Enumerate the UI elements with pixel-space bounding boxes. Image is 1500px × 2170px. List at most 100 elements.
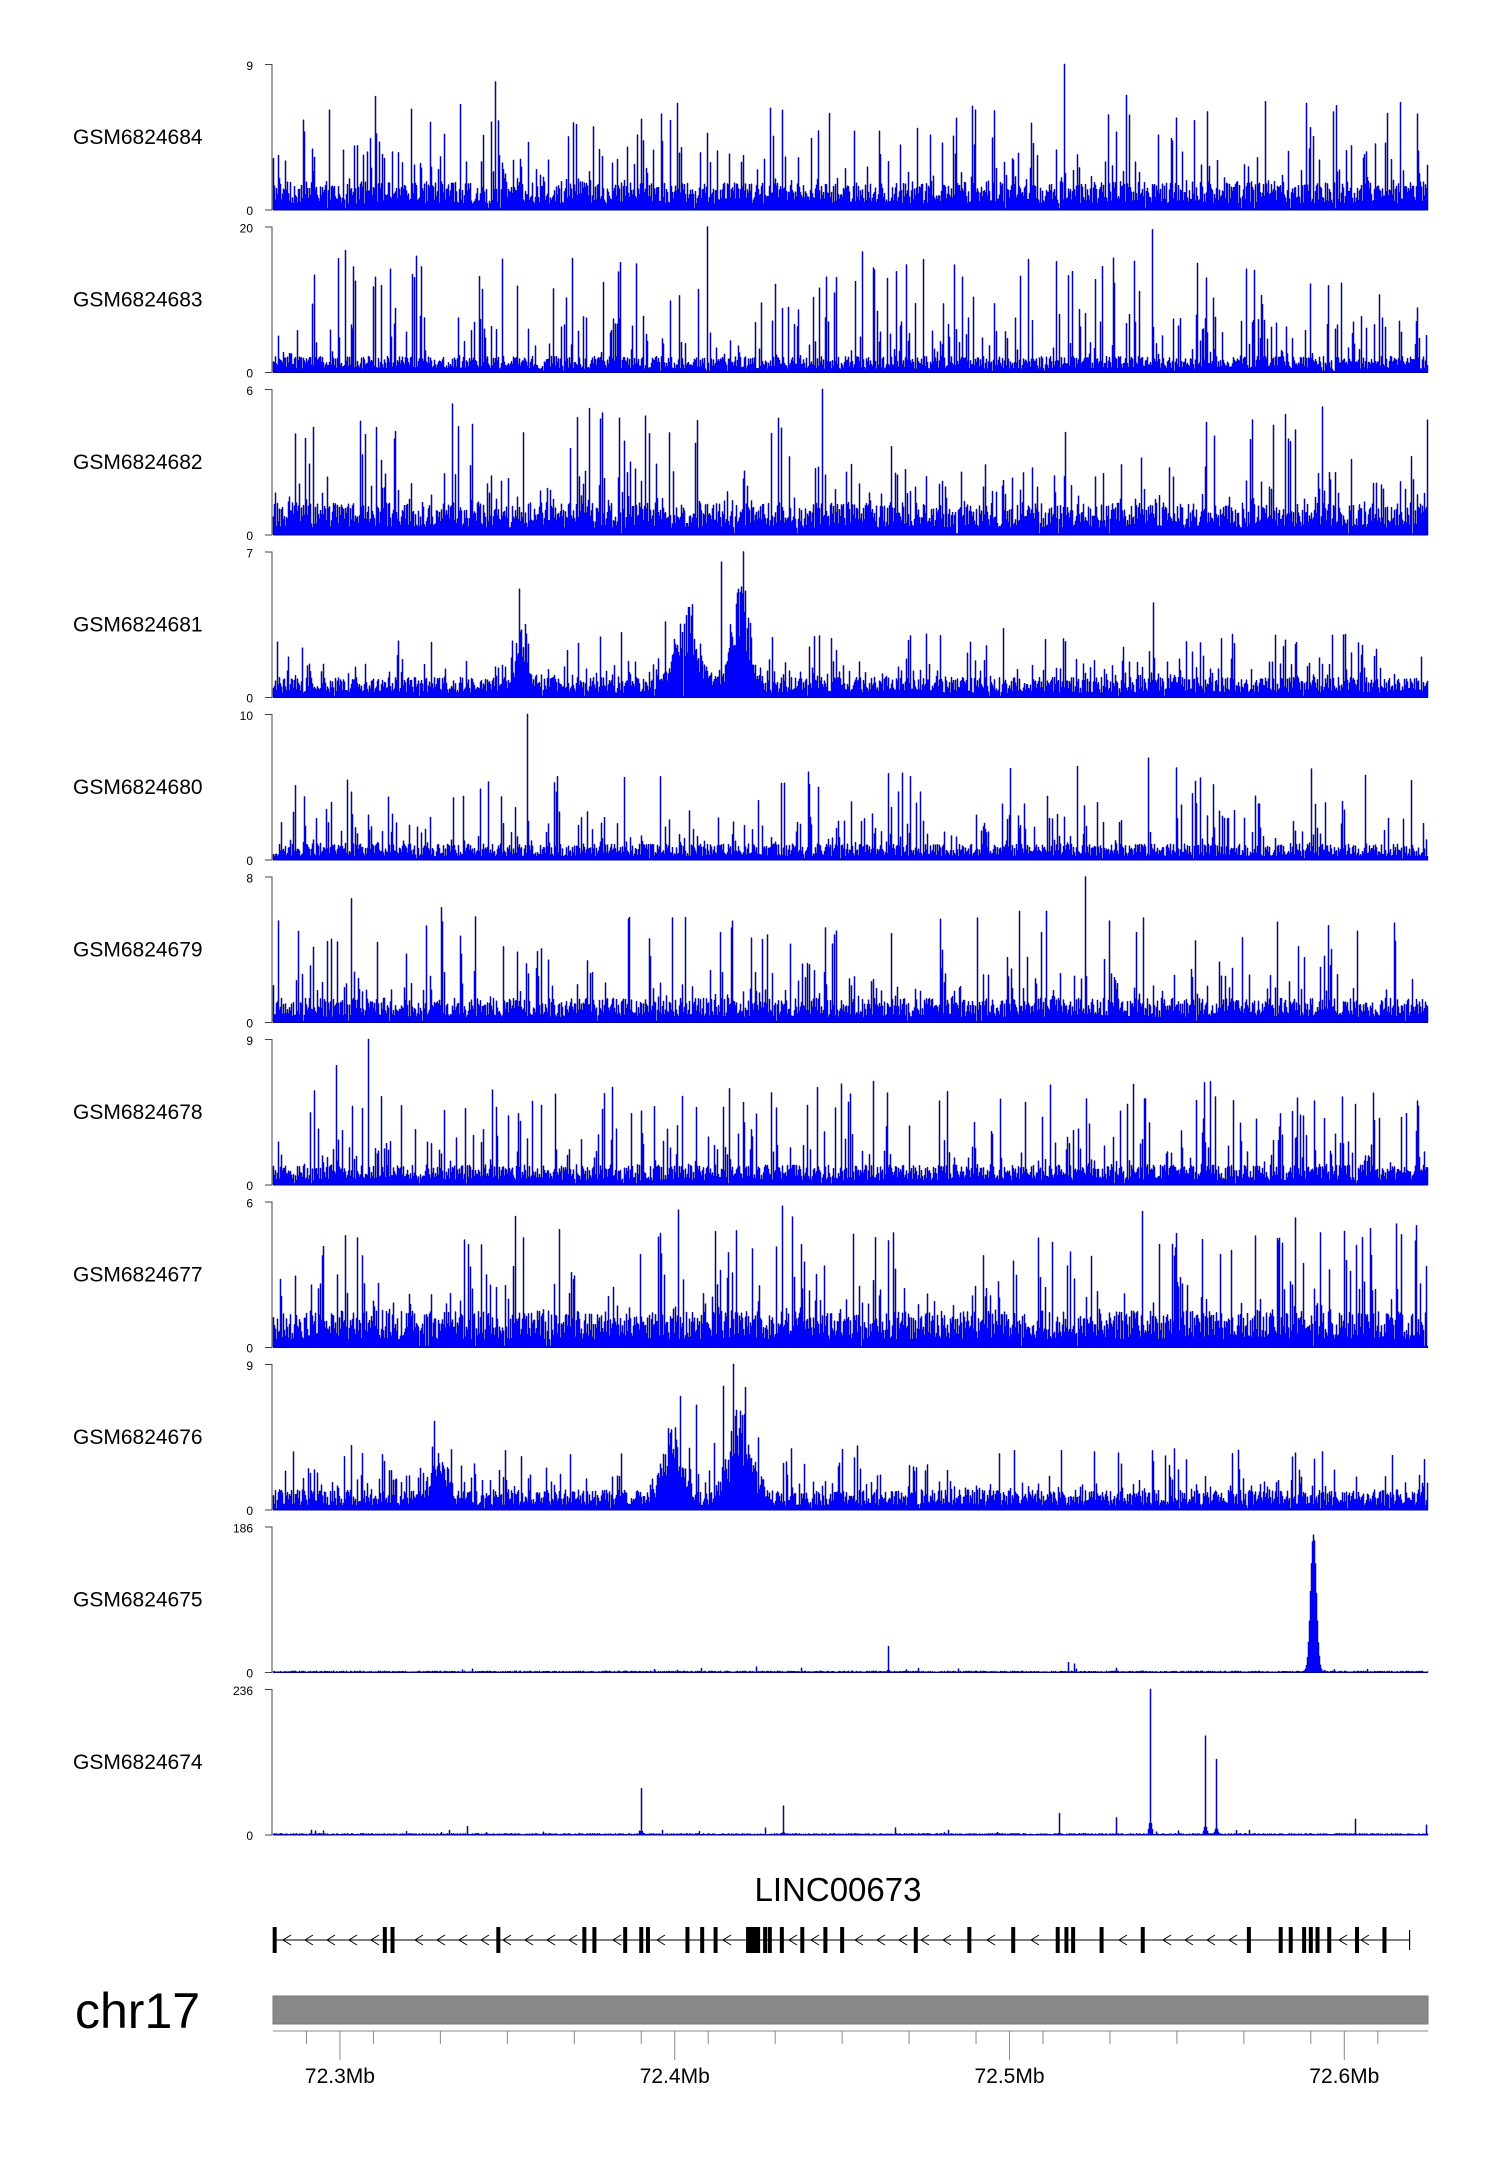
strand-arrow <box>1360 1934 1370 1946</box>
exon <box>713 1927 718 1953</box>
track-label: GSM6824681 <box>73 614 203 637</box>
exon <box>1302 1927 1307 1953</box>
axis-tick-label: 72.3Mb <box>305 2065 375 2088</box>
exon <box>1064 1927 1069 1953</box>
exon <box>1288 1927 1293 1953</box>
exon <box>390 1927 395 1953</box>
y-axis-max-label: 186 <box>233 1522 253 1536</box>
coverage-area-GSM6824683 <box>272 226 1429 373</box>
track-label: GSM6824676 <box>73 1426 203 1449</box>
exon <box>1315 1927 1320 1953</box>
strand-arrow <box>1030 1934 1040 1946</box>
coverage-area-GSM6824678 <box>272 1038 1429 1186</box>
strand-arrow <box>524 1934 534 1946</box>
strand-arrow <box>722 1934 732 1946</box>
coverage-area-GSM6824674 <box>272 1688 1429 1836</box>
strand-arrow <box>788 1934 798 1946</box>
exon <box>1246 1927 1251 1953</box>
strand-arrow <box>546 1934 556 1946</box>
track-label: GSM6824682 <box>73 451 203 474</box>
exon <box>967 1927 972 1953</box>
y-axis-min-label: 0 <box>246 1667 253 1681</box>
exon <box>1308 1927 1313 1953</box>
exon-block <box>767 1927 772 1953</box>
coverage-area-GSM6824681 <box>272 551 1429 698</box>
genome-axis-track: 72.3Mb 72.4Mb 72.5Mb 72.6Mb <box>273 2030 1428 2088</box>
y-axis-max-label: 236 <box>233 1684 253 1698</box>
exon <box>823 1927 828 1953</box>
coverage-area-GSM6824677 <box>272 1205 1429 1348</box>
exon <box>840 1927 845 1953</box>
track-label: GSM6824684 <box>73 126 203 149</box>
track-label: GSM6824675 <box>73 1589 203 1612</box>
strand-arrow <box>612 1934 622 1946</box>
y-axis-min-label: 0 <box>246 1017 253 1031</box>
axis-tick-label: 72.6Mb <box>1309 2065 1379 2088</box>
exon <box>1071 1927 1076 1953</box>
exon <box>645 1927 650 1953</box>
exon <box>639 1927 644 1953</box>
exon <box>1140 1927 1145 1953</box>
y-axis-max-label: 9 <box>246 1359 253 1373</box>
strand-arrow <box>414 1934 424 1946</box>
exon <box>272 1927 277 1953</box>
chromosome-bar <box>272 1995 1429 2025</box>
strand-arrow <box>348 1934 358 1946</box>
strand-arrow <box>656 1934 666 1946</box>
y-axis-min-label: 0 <box>246 529 253 543</box>
exon <box>592 1927 597 1953</box>
chromosome-ideogram-track: chr17 <box>75 1983 1429 2039</box>
exon <box>685 1927 690 1953</box>
y-axis-min-label: 0 <box>246 1504 253 1518</box>
coverage-area-GSM6824679 <box>272 876 1429 1023</box>
strand-arrow <box>282 1934 292 1946</box>
strand-arrow <box>898 1934 908 1946</box>
strand-arrow <box>1338 1934 1348 1946</box>
axis-tick-label: 72.5Mb <box>974 2065 1044 2088</box>
coverage-area-GSM6824680 <box>272 713 1429 861</box>
exon <box>1355 1927 1360 1953</box>
strand-arrow <box>1228 1934 1238 1946</box>
strand-arrow <box>480 1934 490 1946</box>
exon <box>1055 1927 1060 1953</box>
y-axis-max-label: 8 <box>246 872 253 886</box>
y-axis-max-label: 7 <box>246 547 253 561</box>
strand-arrow <box>304 1934 314 1946</box>
exon <box>1099 1927 1104 1953</box>
y-axis-max-label: 6 <box>246 1197 253 1211</box>
track-GSM6824675: GSM6824675 186 0 <box>73 1522 1429 1681</box>
track-GSM6824681: GSM6824681 7 0 <box>73 547 1429 706</box>
track-GSM6824680: GSM6824680 10 0 <box>73 709 1429 868</box>
strand-arrow <box>920 1934 930 1946</box>
exon <box>1382 1927 1387 1953</box>
track-GSM6824683: GSM6824683 20 0 <box>73 222 1429 381</box>
track-GSM6824678: GSM6824678 9 0 <box>73 1034 1429 1193</box>
y-axis-max-label: 20 <box>240 222 254 236</box>
track-GSM6824676: GSM6824676 9 0 <box>73 1359 1429 1518</box>
y-axis-min-label: 0 <box>246 692 253 706</box>
track-GSM6824682: GSM6824682 6 0 <box>73 384 1429 543</box>
y-axis-min-label: 0 <box>246 204 253 218</box>
track-GSM6824679: GSM6824679 8 0 <box>73 872 1429 1031</box>
y-axis-min-label: 0 <box>246 1829 253 1843</box>
strand-arrow <box>876 1934 886 1946</box>
strand-arrow <box>568 1934 578 1946</box>
y-axis-max-label: 9 <box>246 1034 253 1048</box>
coverage-area-GSM6824684 <box>272 63 1429 211</box>
y-axis-max-label: 10 <box>240 709 254 723</box>
strand-arrow <box>1206 1934 1216 1946</box>
exon-block <box>746 1927 761 1953</box>
exon <box>1278 1927 1283 1953</box>
coverage-tracks: GSM682468490GSM6824683200GSM682468260GSM… <box>73 59 1429 1843</box>
track-label: GSM6824679 <box>73 939 203 962</box>
exon <box>763 1927 768 1953</box>
track-label: GSM6824678 <box>73 1101 203 1124</box>
y-axis-min-label: 0 <box>246 1179 253 1193</box>
exon <box>623 1927 628 1953</box>
coverage-area-GSM6824675 <box>272 1534 1429 1673</box>
track-GSM6824684: GSM6824684 9 0 <box>73 59 1429 218</box>
y-axis-min-label: 0 <box>246 854 253 868</box>
track-GSM6824674: GSM6824674 236 0 <box>73 1684 1429 1843</box>
strand-arrow <box>458 1934 468 1946</box>
axis-tick-label: 72.4Mb <box>640 2065 710 2088</box>
